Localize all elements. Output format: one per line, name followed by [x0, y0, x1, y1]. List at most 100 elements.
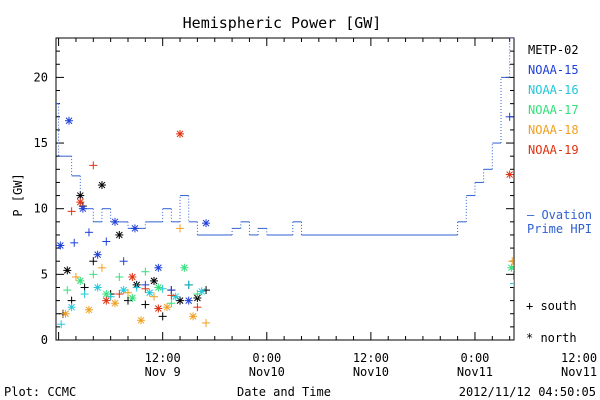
point-south [575, 247, 583, 255]
point-north [202, 219, 211, 228]
point-south [202, 318, 211, 327]
series-noaa-19 [67, 129, 587, 313]
legend-item-noaa-19: NOAA-19 [528, 143, 579, 157]
point-north [184, 296, 193, 305]
point-north [163, 303, 172, 312]
point-south [549, 264, 557, 272]
point-south [89, 257, 98, 266]
point-north [102, 296, 111, 305]
legend-ovation-label-line1: — Ovation [527, 208, 592, 222]
point-south [193, 290, 202, 299]
point-north [527, 194, 535, 202]
legend-item-noaa-18: NOAA-18 [528, 123, 579, 137]
point-north [128, 272, 137, 281]
point-north [76, 276, 85, 285]
point-north [545, 283, 553, 291]
point-south [532, 244, 540, 252]
point-north [65, 116, 74, 125]
point-north [566, 199, 574, 207]
point-south [141, 267, 150, 276]
point-south [89, 270, 98, 279]
y-tick-label: 20 [34, 70, 48, 84]
point-south [70, 238, 79, 247]
series-metp-02 [58, 181, 583, 321]
point-north [97, 181, 106, 190]
point-south [592, 198, 600, 206]
point-north [566, 185, 574, 193]
point-south [119, 257, 128, 266]
point-south [193, 303, 202, 312]
x-tick-label-time: 12:00 [145, 351, 181, 365]
point-south [579, 251, 587, 259]
point-north [189, 312, 198, 321]
footer-timestamp: 2012/11/12 04:50:05 [459, 385, 596, 399]
point-north [532, 281, 540, 289]
point-north [110, 299, 119, 308]
point-south [571, 318, 579, 326]
point-south [123, 288, 132, 297]
point-south [545, 251, 553, 259]
point-north [579, 151, 587, 159]
point-north [584, 276, 592, 284]
x-tick-label-date: Nov10 [353, 365, 389, 379]
x-tick-label-time: 12:00 [561, 351, 597, 365]
point-south [536, 241, 544, 249]
point-north [115, 230, 124, 239]
legend-ovation-label-line2: Prime HPI [527, 222, 592, 236]
series-noaa-18 [61, 224, 557, 327]
point-north [171, 292, 180, 301]
point-north [56, 241, 65, 250]
point-north [61, 309, 70, 318]
point-north [128, 293, 137, 302]
y-tick-label: 0 [41, 333, 48, 347]
point-south [97, 263, 106, 272]
point-north [519, 266, 527, 274]
point-south [510, 279, 514, 288]
x-tick-label-date: Nov 9 [145, 365, 181, 379]
x-tick-label-date: Nov11 [457, 365, 493, 379]
point-north [67, 303, 76, 312]
point-north [76, 198, 85, 207]
data-points-layer [56, 112, 600, 329]
point-south [141, 284, 150, 293]
point-south [532, 270, 540, 278]
point-north [63, 266, 72, 275]
x-tick-label-time: 0:00 [461, 351, 490, 365]
point-south [505, 112, 514, 121]
point-north [93, 283, 102, 292]
x-tick-label-date: Nov10 [249, 365, 285, 379]
x-tick-label-time: 12:00 [353, 351, 389, 365]
point-south [115, 290, 124, 299]
y-axis-label: P [GW] [11, 173, 25, 216]
point-north [197, 287, 206, 296]
point-north [514, 197, 522, 205]
ovation-hpi-line [56, 38, 514, 236]
legend-item-noaa-15: NOAA-15 [528, 63, 579, 77]
point-north [154, 263, 163, 272]
point-south [167, 299, 176, 308]
point-north [592, 159, 600, 167]
y-tick-label: 5 [41, 267, 48, 281]
point-north [93, 250, 102, 259]
point-south [80, 290, 89, 299]
x-tick-label-date: Nov11 [561, 365, 597, 379]
legend-north-label: * north [526, 331, 577, 345]
point-north [137, 316, 146, 325]
point-north [505, 170, 514, 179]
point-south [176, 224, 185, 233]
point-south [141, 300, 150, 309]
point-south [106, 292, 115, 301]
point-south [123, 296, 132, 305]
plot-frame [55, 37, 515, 341]
point-north [130, 224, 139, 233]
point-north [176, 129, 185, 138]
legend-item-noaa-17: NOAA-17 [528, 103, 579, 117]
point-south [588, 174, 596, 182]
point-north [110, 217, 119, 226]
point-south [71, 272, 80, 281]
x-axis-label: Date and Time [237, 385, 331, 399]
